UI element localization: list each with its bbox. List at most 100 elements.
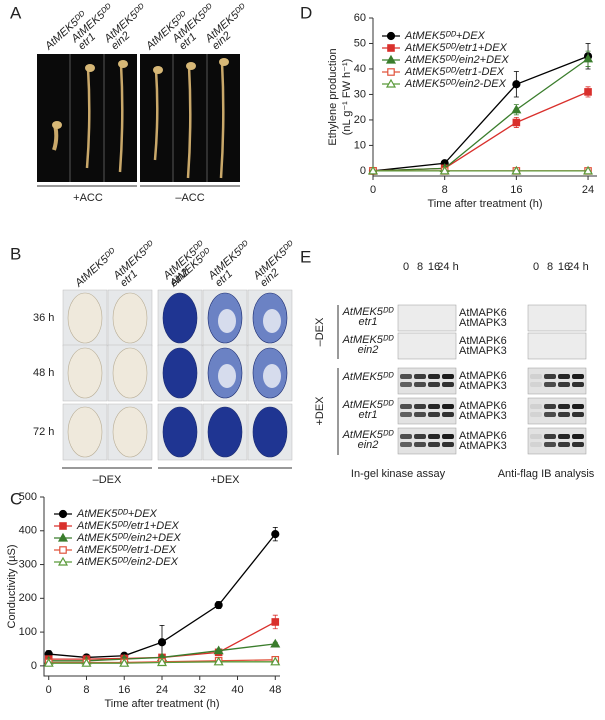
lane-label: 16	[558, 261, 570, 273]
blot-band	[530, 404, 542, 409]
y-axis-label-line: Ethylene production	[327, 48, 339, 145]
point	[213, 656, 224, 666]
blot-band	[428, 434, 440, 439]
lane-label: 0	[533, 261, 539, 273]
leaf	[162, 406, 198, 458]
blot-band	[572, 404, 584, 409]
row-label: ein2	[358, 439, 379, 451]
legend-entry: AtMEK5ᴰᴰ/ein2-DEX	[54, 556, 179, 568]
row-label: AtMEK5ᴰᴰ	[342, 334, 395, 346]
point	[512, 80, 521, 89]
series-line	[48, 533, 276, 659]
point	[367, 165, 379, 175]
band-label: AtMAPK3	[459, 410, 507, 422]
band-label: AtMAPK6	[459, 400, 507, 412]
leaf	[67, 347, 103, 399]
blot-band	[442, 412, 454, 417]
point	[157, 638, 167, 647]
row-label: AtMEK5ᴰᴰ	[342, 371, 395, 383]
group-label: –DEX	[93, 474, 122, 486]
series-line	[48, 643, 276, 662]
legend-entry: AtMEK5ᴰᴰ/etr1+DEX	[382, 42, 508, 54]
row-label: etr1	[359, 316, 378, 328]
blot-band	[544, 404, 556, 409]
blot	[527, 367, 587, 395]
y-axis-label-line: Conductivity (µS)	[6, 545, 18, 629]
group-label: –DEX	[314, 317, 326, 346]
lane-label: 8	[417, 261, 423, 273]
point	[584, 88, 592, 96]
series	[43, 656, 281, 667]
seedling	[85, 67, 91, 169]
blot-band	[544, 412, 556, 417]
legend-label: AtMEK5ᴰᴰ/ein2+DEX	[404, 54, 509, 66]
point	[512, 118, 521, 127]
row-label: 48 h	[33, 367, 54, 379]
blot-band	[530, 412, 542, 417]
blot-band	[558, 404, 570, 409]
band-label: AtMAPK6	[459, 307, 507, 319]
legend-entry: AtMEK5ᴰᴰ/etr1+DEX	[54, 520, 180, 532]
x-tick-label: 24	[582, 184, 594, 196]
panel-label: E	[300, 247, 311, 266]
leaf	[67, 292, 103, 344]
seedling	[219, 61, 225, 179]
point	[119, 657, 130, 667]
leaf-patch	[218, 309, 236, 333]
row-label: AtMEK5ᴰᴰ	[342, 399, 395, 411]
legend-label: AtMEK5ᴰᴰ/ein2+DEX	[76, 532, 181, 544]
cotyledon	[153, 66, 163, 74]
blot	[527, 304, 587, 332]
blot	[527, 427, 587, 455]
group-label: +ACC	[73, 192, 103, 204]
leaf	[112, 347, 148, 399]
band-label: AtMAPK3	[459, 440, 507, 452]
x-axis-label: Time after treatment (h)	[427, 198, 542, 210]
legend-entry: AtMEK5ᴰᴰ+DEX	[382, 30, 486, 42]
point	[583, 165, 594, 175]
panel-label: B	[10, 244, 21, 263]
blot-band	[558, 382, 570, 387]
blot-band	[414, 412, 426, 417]
band-label: AtMAPK6	[459, 335, 507, 347]
blot	[527, 332, 587, 360]
band-label: AtMAPK3	[459, 380, 507, 392]
axes	[43, 497, 280, 677]
cotyledon	[219, 58, 229, 66]
blot-band	[442, 442, 454, 447]
series-line	[372, 55, 589, 172]
x-tick-label: 16	[510, 184, 522, 196]
y-axis-label: Ethylene production (nL g⁻¹ FW h⁻¹)	[327, 48, 353, 145]
row-label: ein2	[358, 344, 379, 356]
blot-band	[400, 434, 412, 439]
blot	[397, 304, 457, 332]
row-label: 72 h	[33, 426, 54, 438]
leaf	[252, 406, 288, 458]
leaf	[207, 406, 243, 458]
y-tick-label: 50	[354, 37, 366, 49]
leaf	[162, 347, 198, 399]
y-axis-label-line: (nL g⁻¹ FW h⁻¹)	[341, 59, 353, 136]
blot-band	[572, 382, 584, 387]
legend-label: AtMEK5ᴰᴰ/etr1+DEX	[76, 520, 180, 532]
leaf	[112, 406, 148, 458]
point	[583, 53, 594, 63]
leaf-patch	[263, 364, 281, 388]
group-label: +DEX	[210, 474, 240, 486]
lane-label: 24 h	[567, 261, 588, 273]
point	[213, 645, 224, 655]
blot-band	[544, 442, 556, 447]
legend-marker	[385, 54, 397, 64]
seedling	[186, 65, 192, 179]
y-axis-label: Conductivity (µS)	[6, 545, 18, 629]
blot-band	[572, 412, 584, 417]
y-tick-label: 40	[354, 63, 366, 75]
legend-marker	[58, 509, 68, 519]
blot-band	[400, 442, 412, 447]
point	[439, 165, 450, 175]
blot-band	[442, 382, 454, 387]
row-label: 36 h	[33, 312, 54, 324]
x-tick-label: 24	[156, 684, 168, 696]
legend-marker	[59, 546, 67, 554]
